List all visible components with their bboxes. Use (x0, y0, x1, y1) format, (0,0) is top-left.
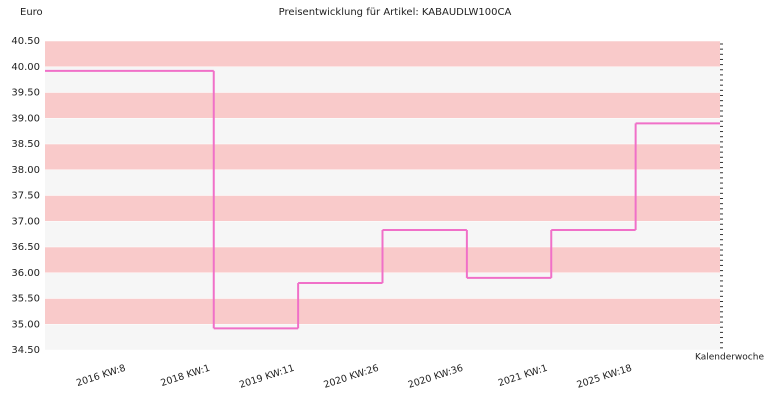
y-tick-label: 37.50 (11, 191, 40, 202)
y-tick-label: 39.00 (11, 113, 40, 124)
grid-band (45, 118, 720, 144)
chart-title: Preisentwicklung für Artikel: KABAUDLW10… (279, 7, 512, 18)
grid-band (45, 324, 720, 350)
y-tick-label: 36.50 (11, 242, 40, 253)
y-tick-label: 38.00 (11, 165, 40, 176)
y-tick-label: 34.50 (11, 345, 40, 356)
y-tick-label: 35.00 (11, 319, 40, 330)
y-tick-label: 37.00 (11, 216, 40, 227)
y-tick-label: 39.50 (11, 88, 40, 99)
y-tick-label: 36.00 (11, 268, 40, 279)
y-tick-label: 38.50 (11, 139, 40, 150)
y-axis-label: Euro (20, 7, 43, 18)
y-tick-label: 35.50 (11, 294, 40, 305)
grid-band (45, 41, 720, 67)
grid-band (45, 169, 720, 196)
y-tick-label: 40.00 (11, 62, 40, 73)
x-axis-label: Kalenderwoche (695, 353, 764, 363)
y-tick-label: 40.50 (11, 36, 40, 47)
grid-band (45, 298, 720, 325)
grid-band (45, 144, 720, 170)
grid-band (45, 195, 720, 222)
grid-band (45, 92, 720, 119)
